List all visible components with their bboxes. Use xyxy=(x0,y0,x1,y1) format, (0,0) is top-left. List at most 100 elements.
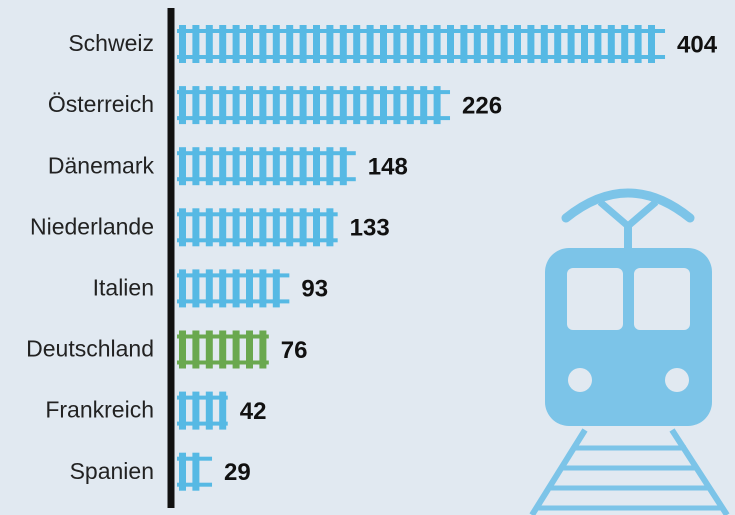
tie xyxy=(205,25,213,63)
tie xyxy=(232,330,240,369)
bar xyxy=(177,330,269,369)
tie xyxy=(205,391,213,430)
tie xyxy=(420,86,428,125)
tie xyxy=(259,147,267,186)
bar xyxy=(177,269,290,308)
tie xyxy=(326,208,334,247)
category-label: Schweiz xyxy=(68,30,154,56)
tie xyxy=(393,86,401,125)
tie xyxy=(205,86,213,125)
value-label: 404 xyxy=(677,31,718,58)
tie xyxy=(246,269,253,308)
tie xyxy=(219,25,227,63)
tie xyxy=(313,25,320,63)
tie xyxy=(366,25,374,63)
tie xyxy=(192,330,200,369)
tie xyxy=(246,147,253,186)
tie xyxy=(179,330,186,369)
category-label: Frankreich xyxy=(45,397,154,423)
tie xyxy=(179,147,186,186)
tie xyxy=(527,25,535,63)
tie xyxy=(567,25,575,63)
tie xyxy=(313,147,320,186)
tie xyxy=(232,25,240,63)
tie xyxy=(339,25,347,63)
tie xyxy=(460,25,468,63)
tie xyxy=(219,269,227,308)
tie xyxy=(540,25,548,63)
bar xyxy=(177,147,356,186)
tie xyxy=(326,25,334,63)
tie xyxy=(594,25,602,63)
tie xyxy=(393,25,401,63)
category-label: Italien xyxy=(93,274,154,300)
value-label: 29 xyxy=(224,459,251,486)
tie xyxy=(246,208,253,247)
value-label: 148 xyxy=(368,154,408,181)
rail xyxy=(177,421,228,426)
rail xyxy=(177,212,338,217)
tie xyxy=(607,25,615,63)
tie xyxy=(406,25,414,63)
tie xyxy=(286,147,294,186)
tie xyxy=(447,25,454,63)
tie xyxy=(246,25,253,63)
tie xyxy=(179,86,186,125)
tie xyxy=(299,208,307,247)
tie xyxy=(621,25,629,63)
tie xyxy=(259,25,267,63)
value-label: 226 xyxy=(462,92,502,119)
rail xyxy=(177,395,228,400)
tie xyxy=(380,25,387,63)
tie xyxy=(192,391,200,430)
tie xyxy=(219,208,227,247)
tie xyxy=(205,147,213,186)
tie xyxy=(192,208,200,247)
tie xyxy=(192,86,200,125)
tie xyxy=(192,269,200,308)
tie xyxy=(272,269,280,308)
tie xyxy=(366,86,374,125)
bar xyxy=(177,25,666,63)
rail xyxy=(177,238,338,243)
tie xyxy=(420,25,428,63)
tie xyxy=(205,269,213,308)
category-label: Deutschland xyxy=(26,336,154,362)
tie xyxy=(406,86,414,125)
tie xyxy=(219,147,227,186)
tie xyxy=(179,452,186,491)
tie xyxy=(299,25,307,63)
bar xyxy=(177,452,213,491)
tie xyxy=(313,86,320,125)
tie xyxy=(219,86,227,125)
tie xyxy=(272,147,280,186)
tie xyxy=(500,25,508,63)
value-label: 42 xyxy=(240,398,267,425)
category-label: Dänemark xyxy=(48,152,155,178)
tie xyxy=(232,86,240,125)
tie xyxy=(299,86,307,125)
tie xyxy=(648,25,655,63)
tie xyxy=(205,330,213,369)
tie xyxy=(246,330,253,369)
tie xyxy=(380,86,387,125)
tie xyxy=(179,391,186,430)
tie xyxy=(487,25,495,63)
tie xyxy=(259,86,267,125)
value-label: 133 xyxy=(350,215,390,242)
tie xyxy=(232,147,240,186)
tie xyxy=(232,269,240,308)
tie xyxy=(272,86,280,125)
tie xyxy=(286,86,294,125)
tie xyxy=(192,452,200,491)
tie xyxy=(634,25,642,63)
tie xyxy=(326,86,334,125)
tie xyxy=(232,208,240,247)
tie xyxy=(192,25,200,63)
tie xyxy=(286,208,294,247)
tie xyxy=(259,330,267,369)
tie xyxy=(205,208,213,247)
tie xyxy=(192,147,200,186)
tie xyxy=(433,86,441,125)
